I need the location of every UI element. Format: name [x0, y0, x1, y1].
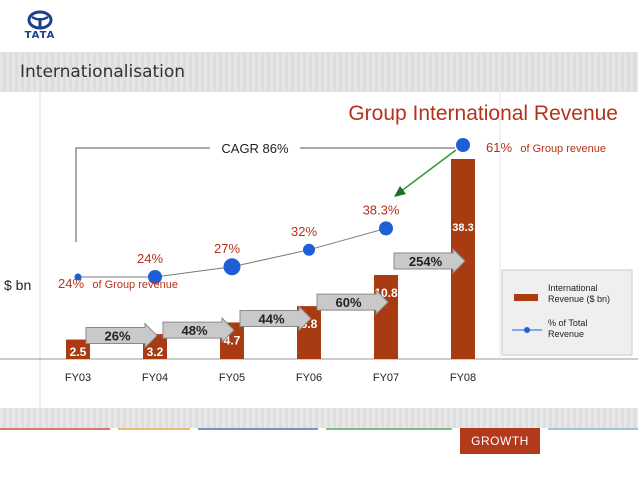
pct-point: [303, 243, 315, 256]
legend-line-label-line2: Revenue: [548, 329, 584, 339]
start-annotation: 24% of Group revenue: [58, 276, 178, 291]
growth-label: 48%: [181, 323, 207, 338]
bar-value-label: 2.5: [70, 345, 87, 359]
header: TATA: [0, 0, 638, 52]
growth-arrow: [85, 322, 158, 349]
bar-value-label: 3.2: [147, 345, 164, 359]
title-band: [0, 52, 638, 92]
growth-label: 254%: [409, 254, 443, 269]
growth-label: 60%: [335, 295, 361, 310]
pct-label: 38.3%: [363, 202, 400, 217]
growth-label: 44%: [258, 311, 284, 326]
start-value: 24%: [58, 276, 84, 291]
end-annotation: 61% of Group revenue: [486, 140, 606, 155]
logo-text: TATA: [24, 30, 56, 41]
y-axis-label: $ bn: [4, 277, 31, 293]
chart-title: Group International Revenue: [348, 102, 618, 125]
pct-point: [223, 258, 241, 276]
x-tick-label: FY06: [296, 372, 322, 384]
legend-bar-swatch: [514, 294, 538, 301]
legend: International Revenue ($ bn) % of Total …: [501, 269, 633, 356]
legend-box: [501, 269, 633, 356]
growth-arrow: [316, 288, 389, 316]
x-tick-label: FY03: [65, 372, 91, 384]
growth-arrow: [393, 247, 466, 275]
pct-point: [74, 273, 82, 281]
x-tick-label: FY05: [219, 372, 245, 384]
pct-point: [148, 270, 162, 284]
tata-logo: [27, 10, 53, 30]
pct-label: 32%: [291, 224, 317, 239]
chart: Group International Revenue $ bn 2.5 3.2 4…: [0, 92, 638, 408]
growth-arrow: [239, 305, 312, 332]
growth-label: 26%: [104, 329, 130, 344]
growth-button[interactable]: GROWTH: [460, 428, 540, 454]
legend-bar-label: International Revenue ($ bn): [548, 283, 610, 304]
chart-area: Group International Revenue $ bn 2.5 3.2 4…: [0, 92, 638, 408]
bar-fy03: [66, 339, 90, 359]
legend-bar-label-line1: International: [548, 283, 598, 293]
cagr-label: CAGR 86%: [221, 141, 289, 156]
footer-color-lines: [0, 428, 638, 430]
pct-label: 24%: [137, 251, 163, 266]
end-value: 61%: [486, 140, 512, 155]
bar-value-label: 4.7: [224, 333, 241, 347]
x-tick-label: FY07: [373, 372, 399, 384]
footer-band: [0, 408, 638, 428]
x-tick-label: FY08: [450, 372, 476, 384]
legend-line-label: % of Total Revenue: [548, 318, 590, 339]
growth-arrow: [162, 316, 235, 344]
legend-bar-label-line2: Revenue ($ bn): [548, 294, 610, 304]
legend-dot-swatch: [524, 327, 530, 333]
x-tick-label: FY04: [142, 372, 168, 384]
bar-value-label: 38.3: [452, 222, 473, 234]
end-text: of Group revenue: [520, 143, 606, 155]
pct-point: [456, 138, 470, 152]
bar-fy07: [374, 275, 398, 359]
section-title: Internationalisation: [20, 62, 186, 82]
green-arrow-line: [399, 149, 457, 193]
pct-label: 27%: [214, 241, 240, 256]
start-text: of Group revenue: [92, 279, 178, 291]
cagr-bracket: [75, 147, 210, 242]
green-arrow-head: [394, 186, 406, 197]
pct-point: [379, 221, 393, 236]
legend-line-label-line1: % of Total: [548, 318, 587, 328]
